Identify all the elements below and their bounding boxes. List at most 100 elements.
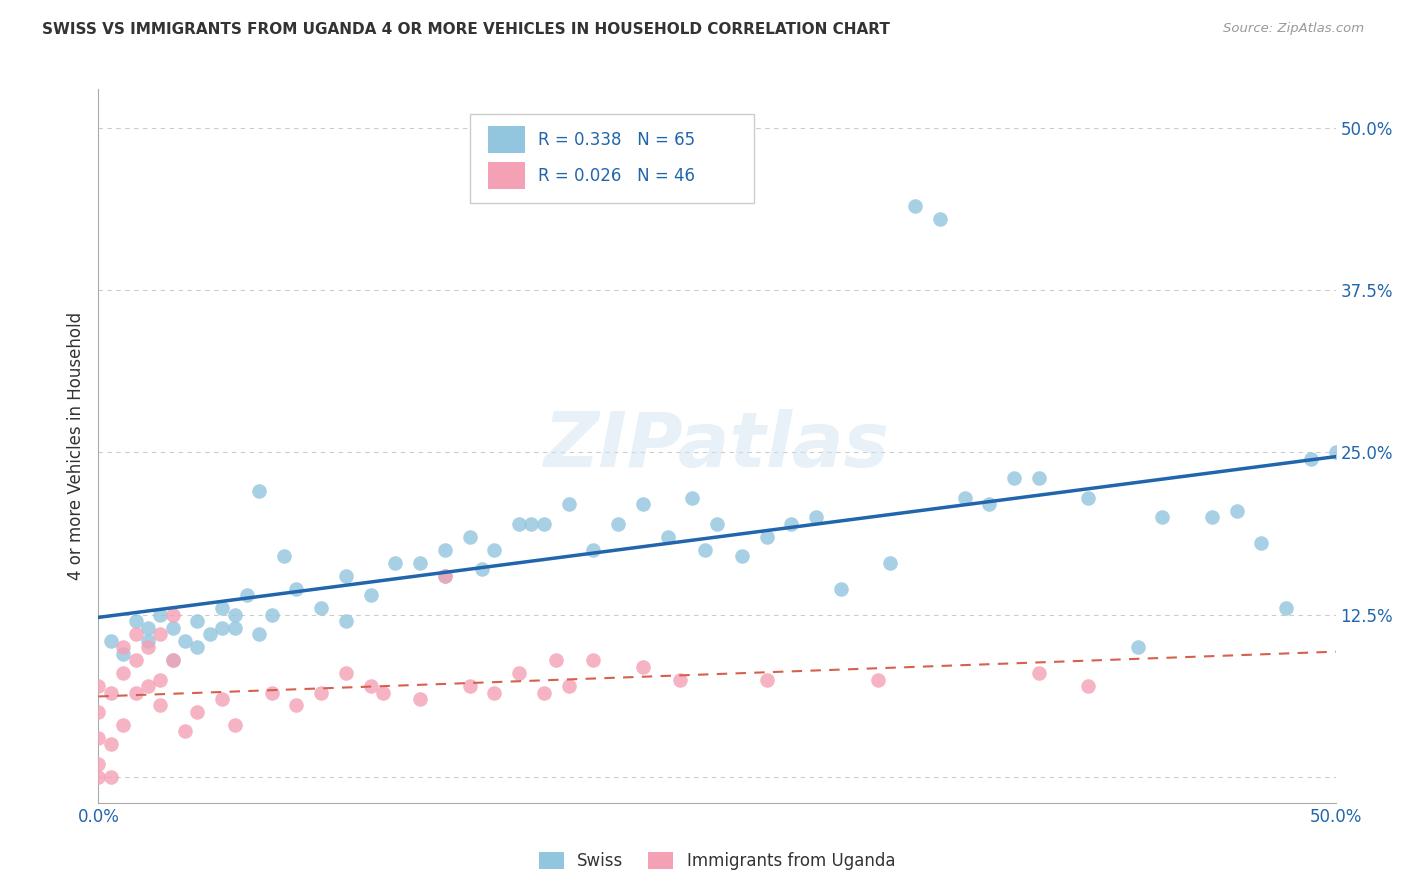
Point	[830, 582, 852, 596]
FancyBboxPatch shape	[470, 114, 754, 203]
Point	[224, 607, 246, 622]
Point	[780, 516, 803, 531]
Point	[112, 666, 135, 681]
Point	[1126, 640, 1149, 654]
Point	[136, 633, 159, 648]
Point	[273, 549, 295, 564]
Point	[136, 679, 159, 693]
Point	[360, 679, 382, 693]
Point	[236, 588, 259, 602]
Point	[162, 607, 184, 622]
Point	[693, 542, 716, 557]
Text: SWISS VS IMMIGRANTS FROM UGANDA 4 OR MORE VEHICLES IN HOUSEHOLD CORRELATION CHAR: SWISS VS IMMIGRANTS FROM UGANDA 4 OR MOR…	[42, 22, 890, 37]
Point	[260, 607, 283, 622]
Point	[162, 653, 184, 667]
Point	[533, 516, 555, 531]
Point	[458, 679, 481, 693]
Point	[979, 497, 1001, 511]
Point	[409, 556, 432, 570]
Point	[1275, 601, 1298, 615]
Point	[520, 516, 543, 531]
Point	[335, 568, 357, 582]
FancyBboxPatch shape	[488, 162, 526, 189]
Point	[706, 516, 728, 531]
Point	[484, 685, 506, 699]
Text: Source: ZipAtlas.com: Source: ZipAtlas.com	[1223, 22, 1364, 36]
Point	[582, 653, 605, 667]
Point	[87, 770, 110, 784]
Point	[508, 516, 530, 531]
Point	[309, 601, 332, 615]
Point	[1077, 491, 1099, 505]
Point	[1324, 445, 1347, 459]
Point	[162, 653, 184, 667]
Point	[582, 542, 605, 557]
Point	[1002, 471, 1025, 485]
Point	[546, 653, 568, 667]
Point	[731, 549, 754, 564]
Point	[100, 738, 122, 752]
Point	[335, 614, 357, 628]
Point	[557, 497, 579, 511]
Point	[904, 199, 927, 213]
Point	[1250, 536, 1272, 550]
Point	[211, 692, 233, 706]
Point	[112, 718, 135, 732]
Point	[100, 633, 122, 648]
Point	[285, 582, 308, 596]
Point	[607, 516, 630, 531]
Text: R = 0.026   N = 46: R = 0.026 N = 46	[537, 167, 695, 185]
Point	[162, 621, 184, 635]
Point	[866, 673, 889, 687]
Point	[186, 614, 208, 628]
Point	[224, 718, 246, 732]
Point	[484, 542, 506, 557]
Point	[433, 568, 456, 582]
Point	[433, 568, 456, 582]
Point	[124, 653, 146, 667]
Point	[1152, 510, 1174, 524]
Point	[1077, 679, 1099, 693]
Point	[1226, 504, 1249, 518]
Point	[928, 211, 950, 226]
Point	[681, 491, 703, 505]
Point	[669, 673, 692, 687]
Text: R = 0.338   N = 65: R = 0.338 N = 65	[537, 131, 695, 149]
Point	[87, 705, 110, 719]
Point	[149, 698, 172, 713]
Point	[309, 685, 332, 699]
Point	[458, 530, 481, 544]
Point	[953, 491, 976, 505]
Point	[557, 679, 579, 693]
Point	[508, 666, 530, 681]
Point	[112, 647, 135, 661]
Point	[260, 685, 283, 699]
Point	[149, 673, 172, 687]
Point	[186, 705, 208, 719]
Point	[224, 621, 246, 635]
Point	[804, 510, 827, 524]
Point	[136, 640, 159, 654]
Point	[371, 685, 394, 699]
Point	[149, 607, 172, 622]
Point	[657, 530, 679, 544]
Point	[112, 640, 135, 654]
Point	[247, 627, 270, 641]
Point	[149, 627, 172, 641]
Point	[124, 685, 146, 699]
Point	[87, 679, 110, 693]
Point	[174, 724, 197, 739]
Point	[1201, 510, 1223, 524]
Point	[211, 601, 233, 615]
Point	[198, 627, 221, 641]
Point	[879, 556, 901, 570]
Legend: Swiss, Immigrants from Uganda: Swiss, Immigrants from Uganda	[533, 845, 901, 877]
Point	[631, 659, 654, 673]
Point	[360, 588, 382, 602]
Point	[335, 666, 357, 681]
Point	[1028, 471, 1050, 485]
Point	[409, 692, 432, 706]
Point	[384, 556, 406, 570]
Point	[433, 542, 456, 557]
Point	[533, 685, 555, 699]
